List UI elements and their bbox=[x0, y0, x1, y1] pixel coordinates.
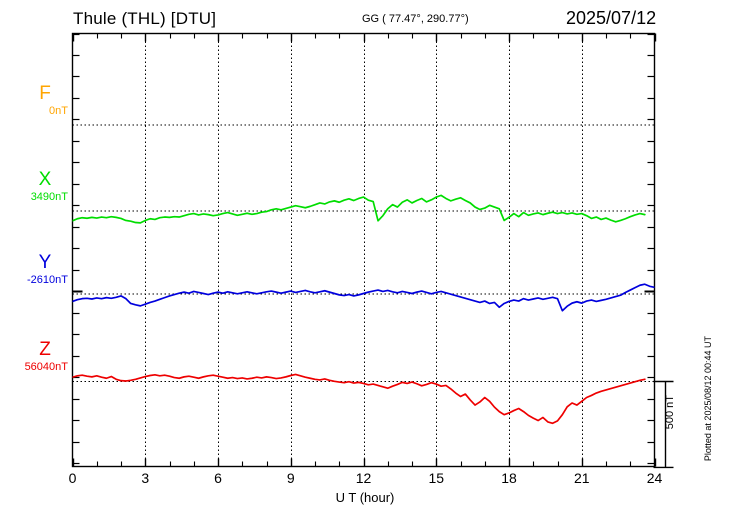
plot-frame bbox=[71, 32, 656, 468]
component-baseline-x: 3490nT bbox=[30, 190, 68, 203]
plotted-timestamp: Plotted at 2025/08/12 00:44 UT bbox=[703, 336, 713, 462]
x-tick-label: 9 bbox=[286, 470, 295, 486]
component-letter-y: Y bbox=[38, 251, 52, 273]
x-tick-label: 24 bbox=[646, 470, 663, 486]
component-baseline-z: 56040nT bbox=[24, 361, 68, 373]
geographic-coordinates: GG ( 77.47°, 290.77°) bbox=[362, 13, 469, 25]
scale-bar-label: 500 nT bbox=[664, 395, 676, 430]
data-traces bbox=[72, 194, 655, 425]
component-letter-f: F bbox=[39, 82, 51, 104]
trace-x bbox=[72, 194, 646, 224]
x-axis-title: U T (hour) bbox=[335, 490, 395, 505]
observation-date: 2025/07/12 bbox=[566, 8, 657, 28]
x-tick-label: 18 bbox=[501, 470, 517, 486]
x-tick-label: 6 bbox=[214, 470, 222, 486]
x-tick-label: 21 bbox=[573, 470, 590, 486]
station-title: Thule (THL) [DTU] bbox=[73, 9, 217, 28]
component-baseline-f: 0nT bbox=[49, 104, 68, 117]
component-letter-z: Z bbox=[39, 339, 51, 360]
x-tick-label: 3 bbox=[141, 470, 150, 486]
component-baseline-y: -2610nT bbox=[27, 273, 68, 286]
trace-y bbox=[72, 283, 655, 312]
component-letter-x: X bbox=[38, 168, 52, 190]
scale-bar bbox=[653, 380, 674, 469]
x-tick-label: 15 bbox=[428, 470, 445, 486]
gridlines bbox=[72, 33, 655, 467]
x-tick-label: 0 bbox=[68, 470, 77, 486]
x-tick-label: 12 bbox=[355, 470, 372, 486]
axis-ticks bbox=[72, 33, 657, 467]
trace-z bbox=[72, 373, 646, 425]
